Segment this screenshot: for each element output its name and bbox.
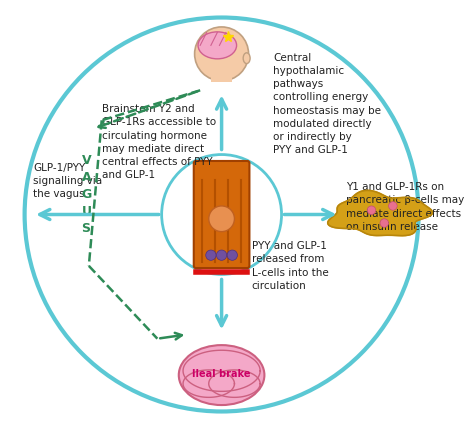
Circle shape — [162, 155, 282, 275]
Circle shape — [389, 202, 397, 211]
Polygon shape — [328, 191, 432, 236]
Circle shape — [195, 28, 248, 82]
Text: Brainstem Y2 and
GLP-1Rs accessible to
circulating hormone
may mediate direct
ce: Brainstem Y2 and GLP-1Rs accessible to c… — [102, 104, 216, 180]
Text: Central
hypothalamic
pathways
controlling energy
homeostasis may be
modulated di: Central hypothalamic pathways controllin… — [273, 52, 381, 155]
Circle shape — [367, 206, 376, 215]
Ellipse shape — [243, 54, 250, 64]
Text: PYY and GLP-1
released from
L-cells into the
circulation: PYY and GLP-1 released from L-cells into… — [252, 241, 328, 290]
Text: Y1 and GLP-1Rs on
pancreatic β-cells may
mediate direct effects
on insulin relea: Y1 and GLP-1Rs on pancreatic β-cells may… — [346, 182, 464, 231]
Circle shape — [380, 219, 389, 228]
Bar — [211, 61, 232, 83]
FancyBboxPatch shape — [194, 162, 249, 268]
Ellipse shape — [179, 345, 264, 405]
Circle shape — [206, 250, 216, 261]
Circle shape — [217, 250, 227, 261]
Ellipse shape — [198, 33, 237, 60]
Ellipse shape — [209, 206, 235, 232]
Text: Ileal brake: Ileal brake — [192, 368, 251, 378]
Text: V
A
G
U
S: V A G U S — [82, 153, 92, 234]
Text: GLP-1/PYY
signalling via
the vagus: GLP-1/PYY signalling via the vagus — [33, 163, 102, 199]
Circle shape — [227, 250, 237, 261]
